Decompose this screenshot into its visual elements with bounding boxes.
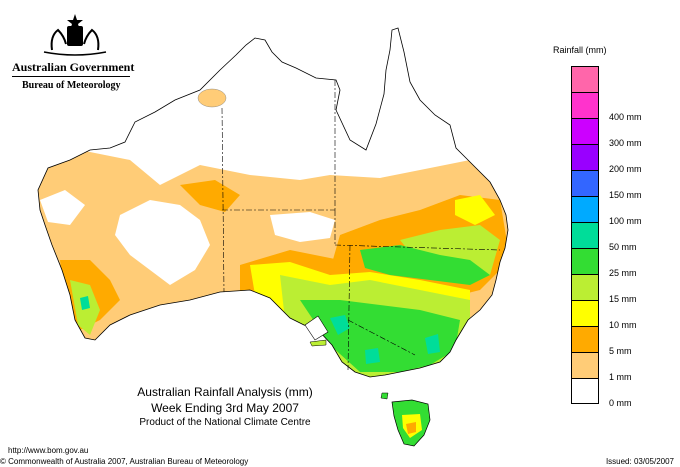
bom-url-link[interactable]: http://www.bom.gov.au [8,446,89,455]
legend-row: 15 mm [571,274,680,304]
rain-cell-darwin [197,88,227,108]
band-0mm-sw [40,190,85,225]
kangaroo-island [309,339,327,347]
legend-row: 100 mm [571,196,680,226]
coat-of-arms-logo [43,14,107,56]
legend-label: 10 mm [609,320,637,330]
rainfall-shading [38,150,508,377]
legend-label: 50 mm [609,242,637,252]
legend-row: 25 mm [571,248,680,278]
legend-swatch [571,144,599,170]
legend-swatch [571,222,599,248]
legend-swatch [571,274,599,300]
legend-label: 150 mm [609,190,642,200]
legend-row: 50 mm [571,222,680,252]
rainfall-legend: 400 mm 300 mm 200 mm 150 mm 100 mm 50 mm 25 mm… [571,66,680,408]
legend-swatch [571,378,599,404]
king-island [380,392,389,400]
legend-swatch [571,66,599,92]
legend-swatch [571,326,599,352]
state-borders [221,80,501,371]
header-divider [12,76,130,77]
band-10mm-ne [455,195,495,225]
map-title: Australian Rainfall Analysis (mm) Week E… [130,385,320,428]
legend-label: 200 mm [609,164,642,174]
legend-swatch [571,352,599,378]
title-line-3: Product of the National Climate Centre [139,417,311,428]
band-50mm-3 [425,334,440,354]
legend-row: 400 mm [571,92,680,122]
legend-label: 15 mm [609,294,637,304]
copyright-text: © Commonwealth of Australia 2007, Austra… [0,457,249,466]
legend-label: 5 mm [609,346,632,356]
band-0mm-west [115,200,210,285]
band-50mm-2 [365,348,380,364]
bureau-name: Bureau of Meteorology [22,80,121,91]
legend-title: Rainfall (mm) [553,45,607,55]
spencer-gulf [304,315,329,341]
government-name: Australian Government [12,60,135,74]
band-5mm-north [180,180,240,212]
band-25mm-east [360,245,490,285]
legend-row: 10 mm [571,300,680,330]
legend-label: 100 mm [609,216,642,226]
legend-row: 150 mm [571,170,680,200]
title-line-2: Week Ending 3rd May 2007 [151,401,299,415]
legend-swatch [571,118,599,144]
legend-label: 1 mm [609,372,632,382]
legend-label: 300 mm [609,138,642,148]
title-line-1: Australian Rainfall Analysis (mm) [137,385,313,399]
legend-swatch [571,170,599,196]
legend-label: 25 mm [609,268,637,278]
legend-row: 300 mm [571,118,680,148]
legend-row: 200 mm [571,144,680,174]
legend-label: 400 mm [609,112,642,122]
legend-swatch [571,300,599,326]
band-50mm-1 [330,315,350,335]
legend-row: 0 mm [571,378,680,408]
legend-swatch [571,92,599,118]
issued-date: Issued: 03/05/2007 [605,457,674,466]
band-50mm-4 [80,296,90,310]
legend-swatch [571,196,599,222]
legend-row: 1 mm [571,352,680,382]
legend-row [571,66,680,92]
tasmania-5mm [406,422,416,434]
legend-row: 5 mm [571,326,680,356]
legend-swatch [571,248,599,274]
legend-label: 0 mm [609,398,632,408]
band-0mm-central [270,212,335,242]
